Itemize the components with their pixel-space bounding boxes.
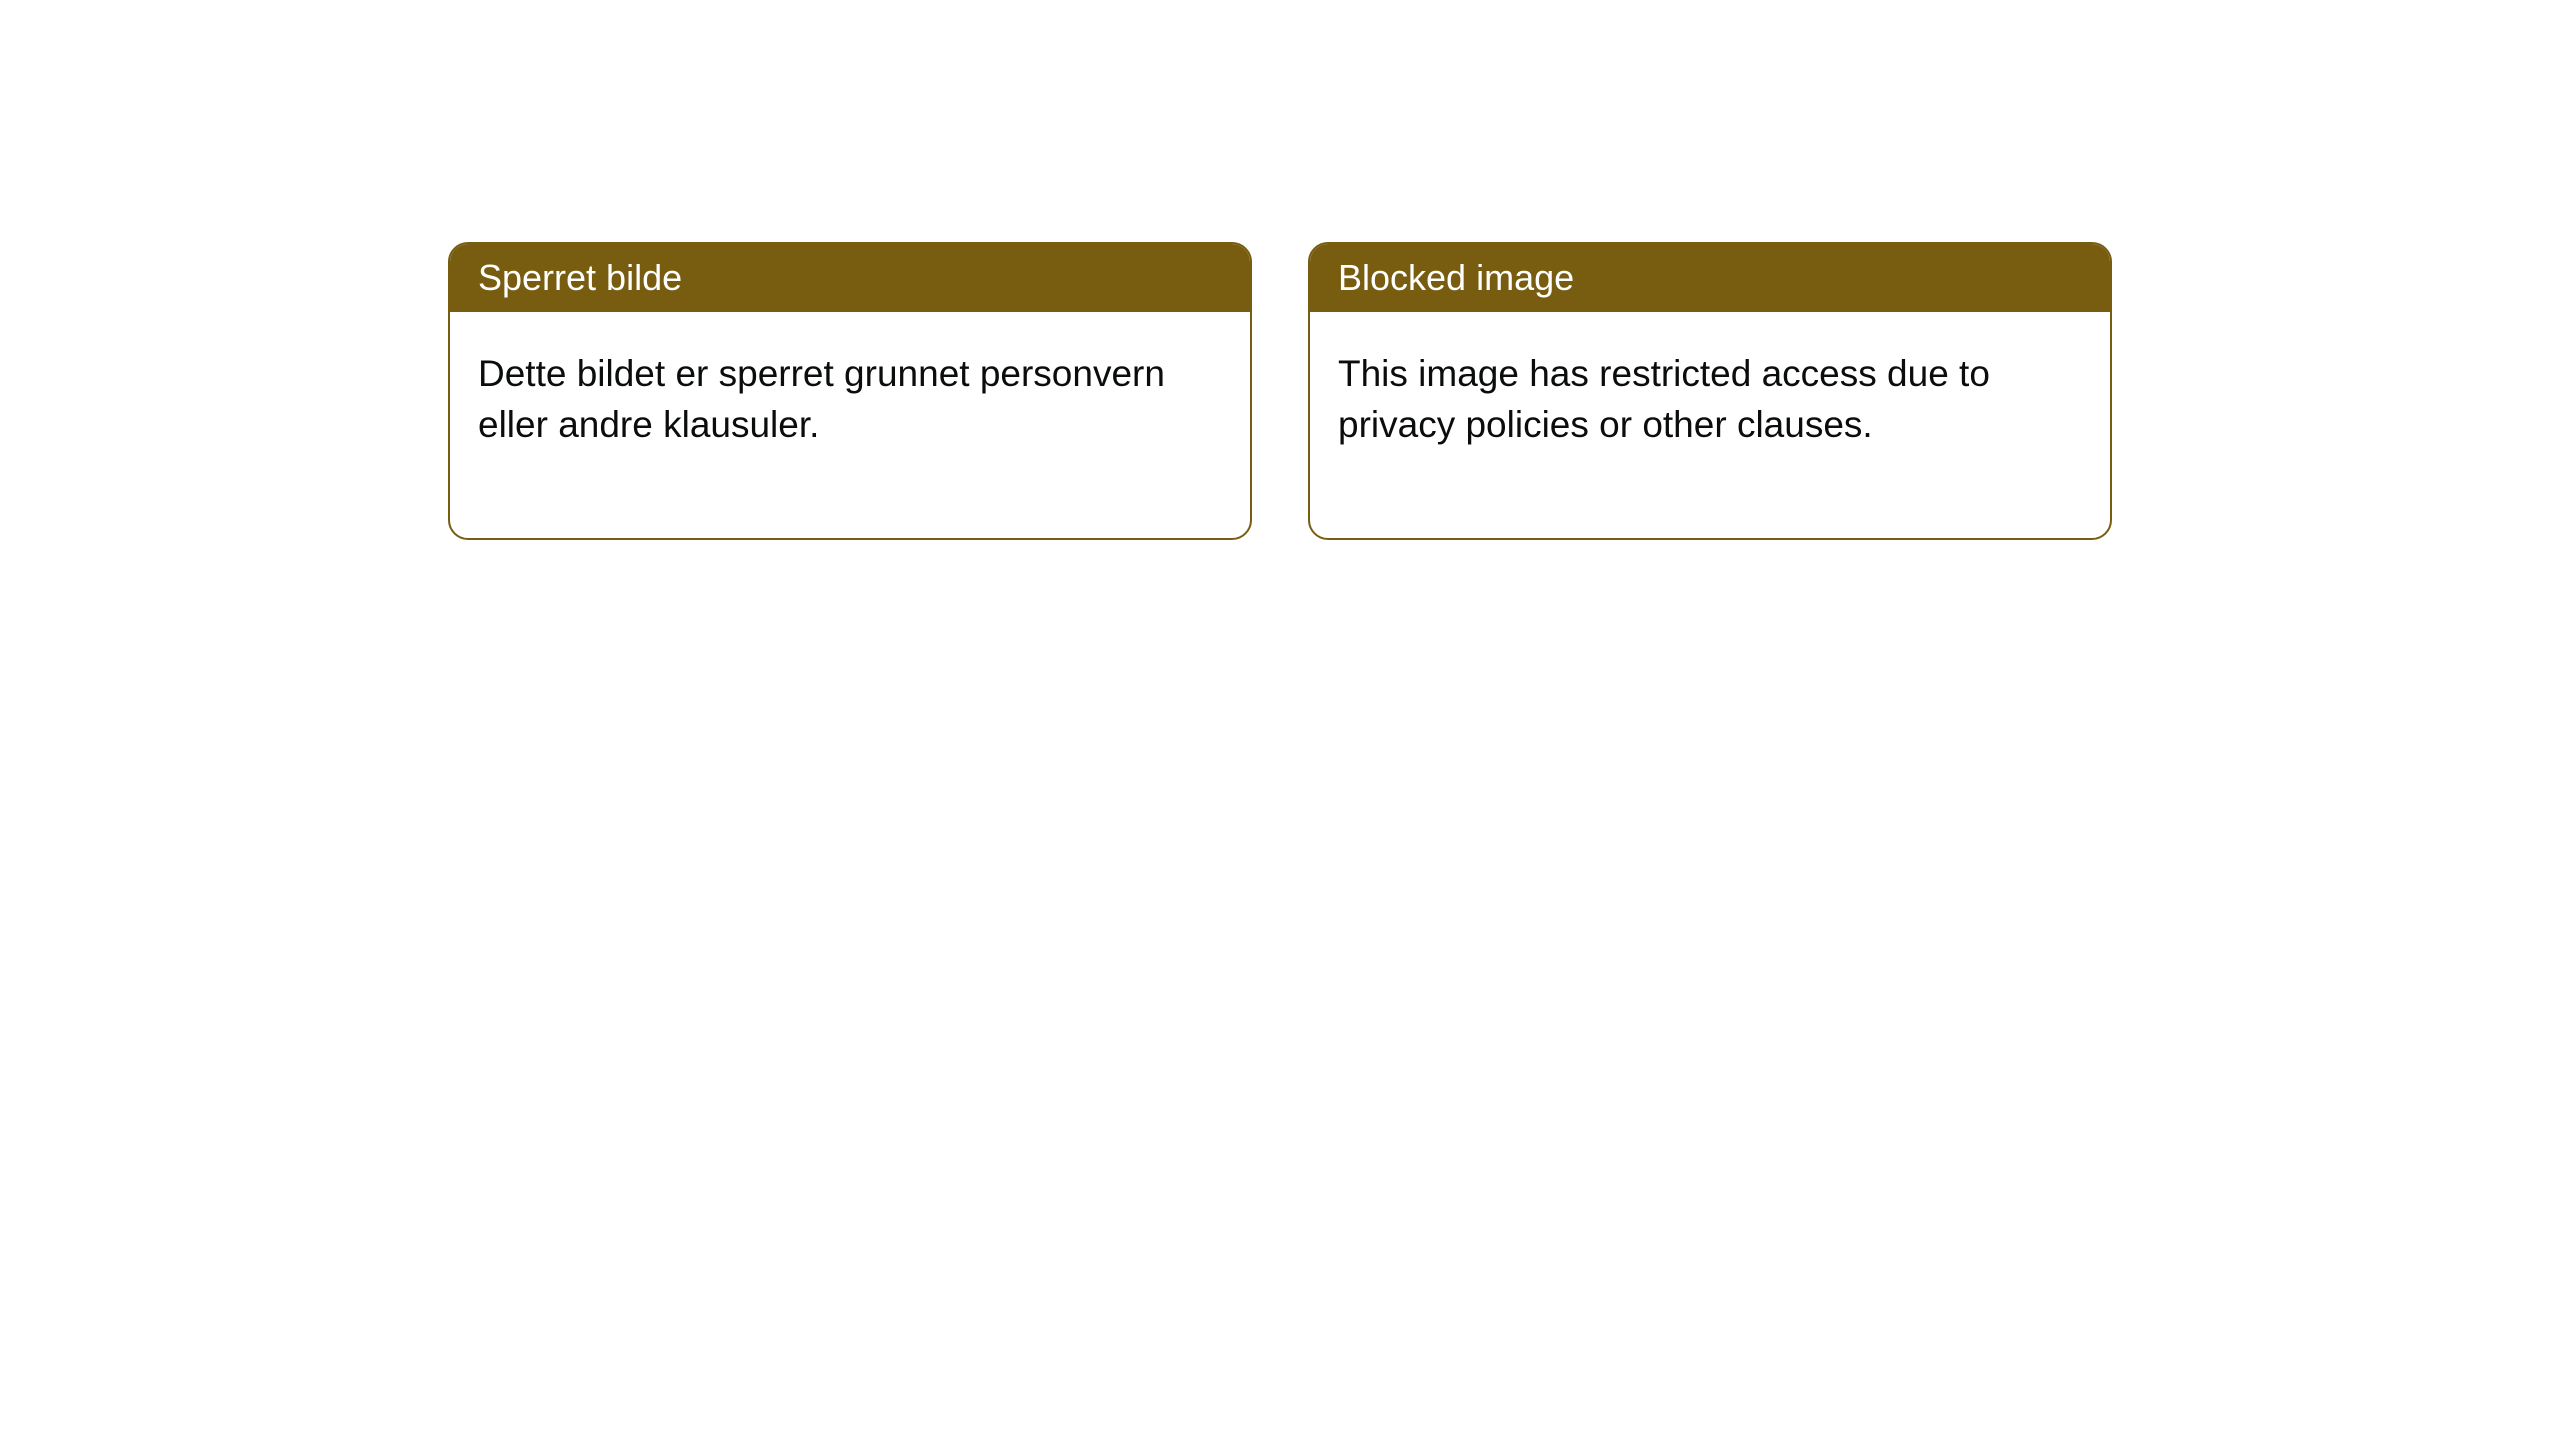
- card-header: Sperret bilde: [450, 244, 1250, 312]
- card-body-text: This image has restricted access due to …: [1310, 312, 2110, 538]
- notice-cards-row: Sperret bilde Dette bildet er sperret gr…: [448, 242, 2112, 540]
- card-body-text: Dette bildet er sperret grunnet personve…: [450, 312, 1250, 538]
- blocked-image-card-no: Sperret bilde Dette bildet er sperret gr…: [448, 242, 1252, 540]
- blocked-image-card-en: Blocked image This image has restricted …: [1308, 242, 2112, 540]
- card-header: Blocked image: [1310, 244, 2110, 312]
